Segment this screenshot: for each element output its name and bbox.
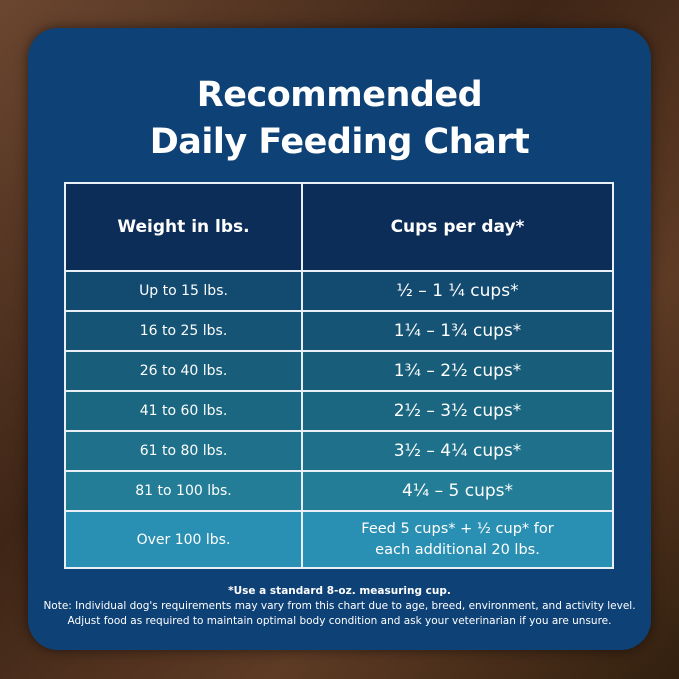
table-row: Up to 15 lbs. ½ – 1 ¼ cups*: [64, 270, 614, 312]
title-line-1: Recommended: [196, 75, 483, 115]
measure-note: *Use a standard 8-oz. measuring cup.: [228, 585, 451, 597]
cups-cell: 3½ – 4¼ cups*: [301, 430, 614, 472]
note-line-2: Adjust food as required to maintain opti…: [67, 615, 612, 627]
weight-cell: 41 to 60 lbs.: [64, 390, 303, 432]
weight-cell: 16 to 25 lbs.: [64, 310, 303, 352]
feeding-table: Weight in lbs. Cups per day* Up to 15 lb…: [64, 182, 614, 569]
table-row: Over 100 lbs. Feed 5 cups* + ½ cup* for ea…: [64, 510, 614, 569]
weight-cell: 81 to 100 lbs.: [64, 470, 303, 512]
footnotes: *Use a standard 8-oz. measuring cup. Not…: [28, 584, 651, 629]
header-cups: Cups per day*: [301, 182, 614, 272]
cups-cell: 1¼ – 1¾ cups*: [301, 310, 614, 352]
cups-cell: ½ – 1 ¼ cups*: [301, 270, 614, 312]
table-row: 26 to 40 lbs. 1¾ – 2½ cups*: [64, 350, 614, 392]
page-title: Recommended Daily Feeding Chart: [0, 72, 679, 166]
weight-cell: Over 100 lbs.: [64, 510, 303, 569]
table-header: Weight in lbs. Cups per day*: [64, 182, 614, 272]
weight-cell: Up to 15 lbs.: [64, 270, 303, 312]
cups-cell: 4¼ – 5 cups*: [301, 470, 614, 512]
table-row: 81 to 100 lbs. 4¼ – 5 cups*: [64, 470, 614, 512]
cups-cell: Feed 5 cups* + ½ cup* for each additional…: [301, 510, 614, 569]
cups-line: each additional 20 lbs.: [375, 541, 540, 558]
table-row: 61 to 80 lbs. 3½ – 4¼ cups*: [64, 430, 614, 472]
cups-line: Feed 5 cups* + ½ cup* for: [361, 520, 554, 537]
cups-cell: 2½ – 3½ cups*: [301, 390, 614, 432]
header-weight: Weight in lbs.: [64, 182, 303, 272]
note-line-1: Note: Individual dog's requirements may …: [43, 600, 636, 612]
weight-cell: 61 to 80 lbs.: [64, 430, 303, 472]
title-line-2: Daily Feeding Chart: [149, 122, 530, 162]
weight-cell: 26 to 40 lbs.: [64, 350, 303, 392]
table-row: 16 to 25 lbs. 1¼ – 1¾ cups*: [64, 310, 614, 352]
table-row: 41 to 60 lbs. 2½ – 3½ cups*: [64, 390, 614, 432]
cups-cell: 1¾ – 2½ cups*: [301, 350, 614, 392]
